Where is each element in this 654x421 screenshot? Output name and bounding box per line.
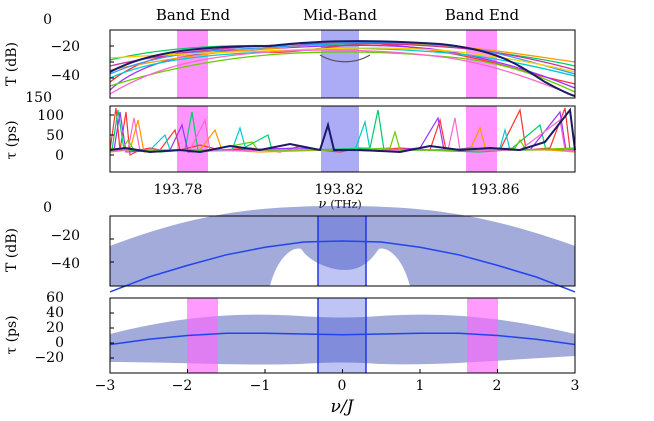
- x-tick-label: 1: [416, 378, 425, 394]
- y-tick-label: 100: [37, 108, 64, 124]
- band-end-region-right: [466, 106, 497, 172]
- y-tick-label: 0: [43, 200, 52, 216]
- mid-band-region: [318, 216, 366, 286]
- y-ticks: [110, 114, 114, 156]
- annotation-band-end-left: Band End: [156, 6, 231, 24]
- x-tick-label: −3: [95, 378, 116, 394]
- transmission-traces: [109, 40, 576, 97]
- y-ticks: [110, 297, 114, 359]
- y-axis-label: τ (ps): [4, 120, 20, 159]
- y-ticks: [110, 29, 114, 79]
- x-axis-label: ν/J: [331, 397, 355, 417]
- trace: [109, 49, 576, 97]
- axes-frame: [109, 105, 576, 173]
- trace: [109, 47, 576, 73]
- y-ticks: [110, 215, 114, 263]
- x-tick-label: 193.86: [471, 182, 520, 198]
- x-tick-label: −1: [250, 378, 271, 394]
- y-tick-label: 20: [46, 320, 64, 336]
- trace: [109, 44, 576, 91]
- panel-top-transmission: 0 −20 −40 T (dB) Band End Mid-Band Band …: [4, 6, 576, 99]
- trace: [109, 40, 576, 97]
- stray-tick-label: 150: [25, 90, 52, 106]
- annotation-mid-band: Mid-Band: [303, 6, 377, 24]
- y-axis-label: τ (ps): [4, 315, 20, 354]
- annotation-band-end-right: Band End: [445, 6, 520, 24]
- y-axis-label: T (dB): [4, 42, 20, 86]
- trace: [319, 54, 371, 63]
- panel-top-delay: 100 50 0 τ (ps) 193.78 193.82 193.86 ν (…: [4, 105, 576, 212]
- y-tick-label: −40: [50, 68, 80, 84]
- mid-band-region: [321, 106, 359, 172]
- trace: [109, 107, 576, 154]
- x-tick-label: 0: [338, 378, 347, 394]
- axes-frame: [109, 29, 576, 99]
- panel-bottom-delay: 60 40 20 0 −20 τ (ps) −3 −2 −1 0 1 2 3 ν…: [4, 290, 579, 417]
- y-tick-label: 0: [43, 12, 52, 28]
- trace: [109, 41, 576, 75]
- x-tick-label: 193.82: [315, 182, 364, 198]
- y-axis-label: T (dB): [4, 228, 20, 272]
- trace: [109, 129, 576, 151]
- y-tick-label: −40: [50, 256, 80, 272]
- y-tick-label: 50: [46, 128, 64, 144]
- y-tick-label: 40: [46, 305, 64, 321]
- mean-line: [109, 240, 576, 293]
- x-tick-label: 3: [571, 378, 580, 394]
- trace: [109, 51, 576, 93]
- y-tick-label: 0: [55, 148, 64, 164]
- confidence-band: [110, 314, 575, 365]
- x-tick-label: 193.78: [154, 182, 203, 198]
- y-tick-label: −20: [50, 39, 80, 55]
- y-tick-label: −20: [34, 350, 64, 366]
- mean-line: [109, 332, 576, 346]
- x-tick-label: 2: [493, 378, 502, 394]
- y-tick-label: 60: [46, 290, 64, 306]
- trace: [109, 42, 576, 71]
- panel-bottom-transmission: 0 −20 −40 T (dB): [4, 200, 576, 293]
- trace: [109, 119, 576, 153]
- x-ticks: [109, 369, 576, 373]
- confidence-band: [110, 206, 575, 286]
- x-tick-label: −2: [172, 378, 193, 394]
- delay-traces: [109, 107, 576, 156]
- y-tick-label: 0: [55, 335, 64, 351]
- y-tick-label: −20: [50, 228, 80, 244]
- axes-frame: [109, 215, 576, 287]
